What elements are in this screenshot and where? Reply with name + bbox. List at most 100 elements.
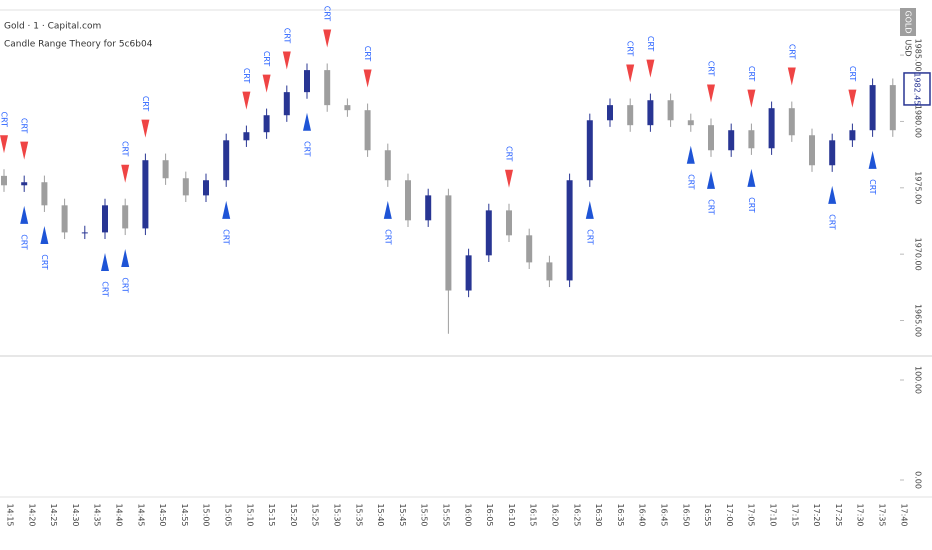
candle-body — [41, 182, 48, 206]
indicator-tick-label: 0.00 — [914, 471, 923, 489]
signal-label: CRT — [747, 197, 756, 213]
signal-label: CRT — [646, 36, 655, 52]
y-tick-label: 1965.00 — [914, 304, 923, 337]
signal-label: CRT — [626, 41, 635, 57]
x-tick-label: 16:40 — [638, 503, 647, 526]
candle-body — [627, 105, 634, 126]
candle-body — [364, 110, 371, 151]
y-tick-label: 1975.00 — [914, 171, 923, 204]
x-tick-label: 17:30 — [856, 503, 865, 526]
signal-label: CRT — [40, 254, 49, 270]
candle-body — [223, 140, 230, 181]
candle-body — [162, 160, 169, 179]
bearish-signal — [141, 119, 150, 138]
bearish-signal — [121, 164, 130, 183]
x-tick-label: 15:40 — [376, 503, 385, 526]
bearish-signal — [20, 141, 29, 160]
candle-body — [1, 175, 7, 186]
candle-body — [687, 120, 694, 126]
x-tick-label: 14:40 — [115, 503, 124, 526]
candle-body — [122, 205, 129, 229]
signal-label: CRT — [686, 174, 695, 190]
x-tick-label: 17:35 — [878, 503, 887, 526]
x-tick-label: 16:10 — [507, 503, 516, 526]
signal-label: CRT — [585, 229, 594, 245]
bearish-signal — [282, 51, 291, 70]
x-tick-label: 14:35 — [93, 503, 102, 526]
y-tick-label: 1980.00 — [914, 105, 923, 138]
bearish-signal — [262, 74, 271, 93]
x-tick-label: 17:40 — [899, 503, 908, 526]
bullish-signal — [868, 150, 877, 169]
bearish-signal — [646, 59, 655, 78]
candle-body — [607, 105, 613, 121]
bearish-signal — [505, 169, 513, 188]
x-tick-label: 17:00 — [725, 503, 734, 526]
candle-body — [21, 182, 28, 186]
candle-body — [81, 232, 88, 234]
x-tick-label: 14:50 — [158, 503, 167, 526]
signal-label: CRT — [383, 229, 392, 245]
signal-label: CRT — [787, 44, 796, 60]
bullish-signal — [40, 225, 49, 244]
bullish-signal — [585, 200, 594, 219]
signal-label: CRT — [20, 234, 29, 250]
candle-body — [566, 180, 573, 281]
candle-body — [203, 180, 209, 196]
candle-body — [849, 130, 856, 141]
bearish-signal — [323, 29, 332, 48]
symbol-tag: GOLD — [904, 10, 913, 33]
candle-body — [809, 135, 815, 166]
candle-body — [586, 120, 593, 181]
x-tick-label: 15:25 — [311, 503, 320, 526]
x-tick-label: 14:20 — [27, 503, 36, 526]
signal-label: CRT — [0, 112, 9, 128]
candle-body — [304, 70, 310, 93]
signal-label: CRT — [323, 6, 332, 22]
x-tick-label: 16:45 — [660, 503, 669, 526]
candle-body — [485, 210, 492, 256]
bearish-signal — [747, 89, 756, 108]
x-tick-label: 16:00 — [463, 503, 472, 526]
x-tick-label: 16:15 — [529, 503, 538, 526]
candle-body — [506, 210, 512, 236]
x-tick-label: 16:50 — [681, 503, 690, 526]
signal-label: CRT — [868, 179, 877, 195]
bullish-signal — [383, 200, 392, 219]
candle-body — [344, 105, 351, 111]
candle-body — [283, 92, 290, 116]
bullish-signal — [303, 112, 311, 131]
x-tick-label: 17:20 — [812, 503, 821, 526]
signal-label: CRT — [101, 281, 110, 297]
x-tick-label: 16:35 — [616, 503, 625, 526]
indicator-title: Candle Range Theory for 5c6b04 — [4, 40, 153, 50]
signal-label: CRT — [828, 214, 837, 230]
x-tick-label: 14:30 — [71, 503, 80, 526]
signal-label: CRT — [363, 46, 372, 62]
bearish-signal — [626, 64, 635, 83]
candle-body — [728, 130, 735, 151]
x-tick-label: 16:05 — [485, 503, 494, 526]
candle-body — [61, 205, 68, 233]
candle-body — [889, 85, 896, 131]
bearish-signal — [848, 89, 857, 108]
candle-body — [465, 255, 472, 291]
bullish-signal — [222, 200, 231, 219]
bullish-signal — [686, 145, 695, 164]
bearish-signal — [787, 67, 796, 86]
symbol-title: Gold · 1 · Capital.com — [4, 22, 101, 32]
bearish-signal — [0, 135, 8, 154]
candle-body — [182, 178, 189, 196]
indicator-tick-label: 100.00 — [914, 366, 923, 394]
bullish-signal — [828, 185, 837, 204]
candle-body — [425, 195, 432, 221]
candle-body — [526, 235, 533, 263]
signal-label: CRT — [242, 68, 251, 84]
bearish-signal — [242, 91, 251, 110]
x-tick-label: 15:05 — [224, 503, 233, 526]
x-tick-label: 16:30 — [594, 503, 603, 526]
candle-body — [546, 262, 553, 281]
signal-label: CRT — [121, 141, 130, 157]
signal-label: CRT — [20, 118, 29, 134]
last-price-box — [903, 72, 931, 106]
